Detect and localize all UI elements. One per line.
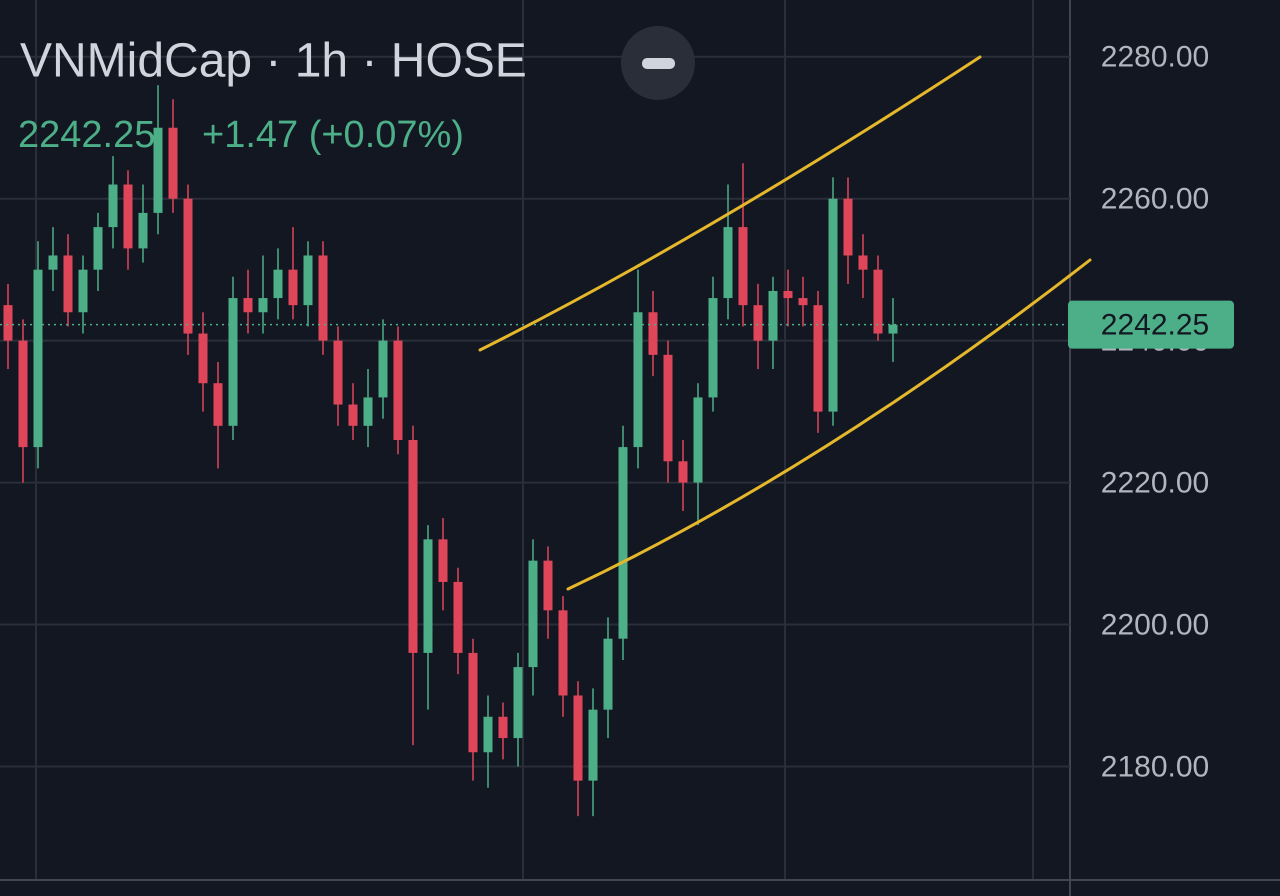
collapse-button[interactable] [621,26,695,100]
candle-body [318,255,328,341]
candle-body [168,127,178,199]
candle-body [873,269,883,334]
chart-title: VNMidCap · 1h · HOSE [20,35,527,88]
candle-body [813,305,823,412]
candle-body [513,667,523,739]
last-price-label: 2242.25 [1101,309,1209,342]
candle-body [423,539,433,653]
candle-body [33,269,43,448]
y-tick-label: 2220.00 [1101,467,1209,500]
candle-body [78,269,88,313]
candle-body [648,312,658,355]
candle-body [138,212,148,249]
candle-body [3,305,13,341]
y-tick-label: 2280.00 [1101,41,1209,74]
candle-body [753,305,763,341]
candle-body [888,324,898,334]
candle-body [183,198,193,334]
candle-body [108,184,118,228]
candle-body [288,269,298,306]
candle-body [588,709,598,781]
candle-body [393,340,403,440]
candle-body [48,255,58,270]
candle-body [678,461,688,483]
candle-body [213,383,223,426]
candle-body [558,610,568,696]
candle-body [798,298,808,306]
candle-body [93,227,103,270]
candle-body [528,560,538,668]
candle-body [768,290,778,341]
candle-body [573,695,583,781]
trend-line-upper [478,55,982,352]
candle-body [18,340,28,448]
candle-body [363,397,373,426]
candle-body [723,227,733,299]
candle-body [603,638,613,710]
candle-body [708,298,718,398]
grid [0,55,1070,768]
candle-body [693,397,703,483]
y-tick-label: 2180.00 [1101,750,1209,783]
candle-body [333,340,343,405]
candle-body [828,198,838,412]
candle-body [228,298,238,426]
candle-body [258,298,268,313]
trend-line-lower [566,258,1092,591]
candle-body [303,255,313,306]
candle-body [348,404,358,426]
candle-body [618,447,628,639]
y-tick-label: 2200.00 [1101,608,1209,641]
candle-body [378,340,388,398]
candle-body [738,227,748,306]
candle-body [543,560,553,611]
price-change: +1.47 (+0.07%) [202,114,464,156]
y-tick-label: 2260.00 [1101,183,1209,216]
candle-body [273,269,283,299]
candle-body [783,290,793,299]
price-axis: 2180.002200.002220.002240.002260.002280.… [1068,41,1234,783]
candle-body [498,716,508,739]
candle-body [438,539,448,582]
candle-body [633,312,643,448]
candles [0,85,1070,817]
candle-body [483,716,493,753]
candle-body [408,440,418,653]
candle-body [843,198,853,256]
candle-body [63,255,73,313]
candle-body [663,354,673,462]
candle-body [153,127,163,213]
candle-body [453,581,463,653]
last-price-badge [1068,300,1234,349]
candle-body [198,333,208,384]
candle-body [123,184,133,249]
minus-icon[interactable] [642,58,675,69]
trend-channel [478,55,1092,591]
candle-body [243,298,253,313]
last-price: 2242.25 [18,114,155,156]
candle-body [468,652,478,753]
vertical-grid [35,0,1034,880]
candle-body [858,255,868,270]
